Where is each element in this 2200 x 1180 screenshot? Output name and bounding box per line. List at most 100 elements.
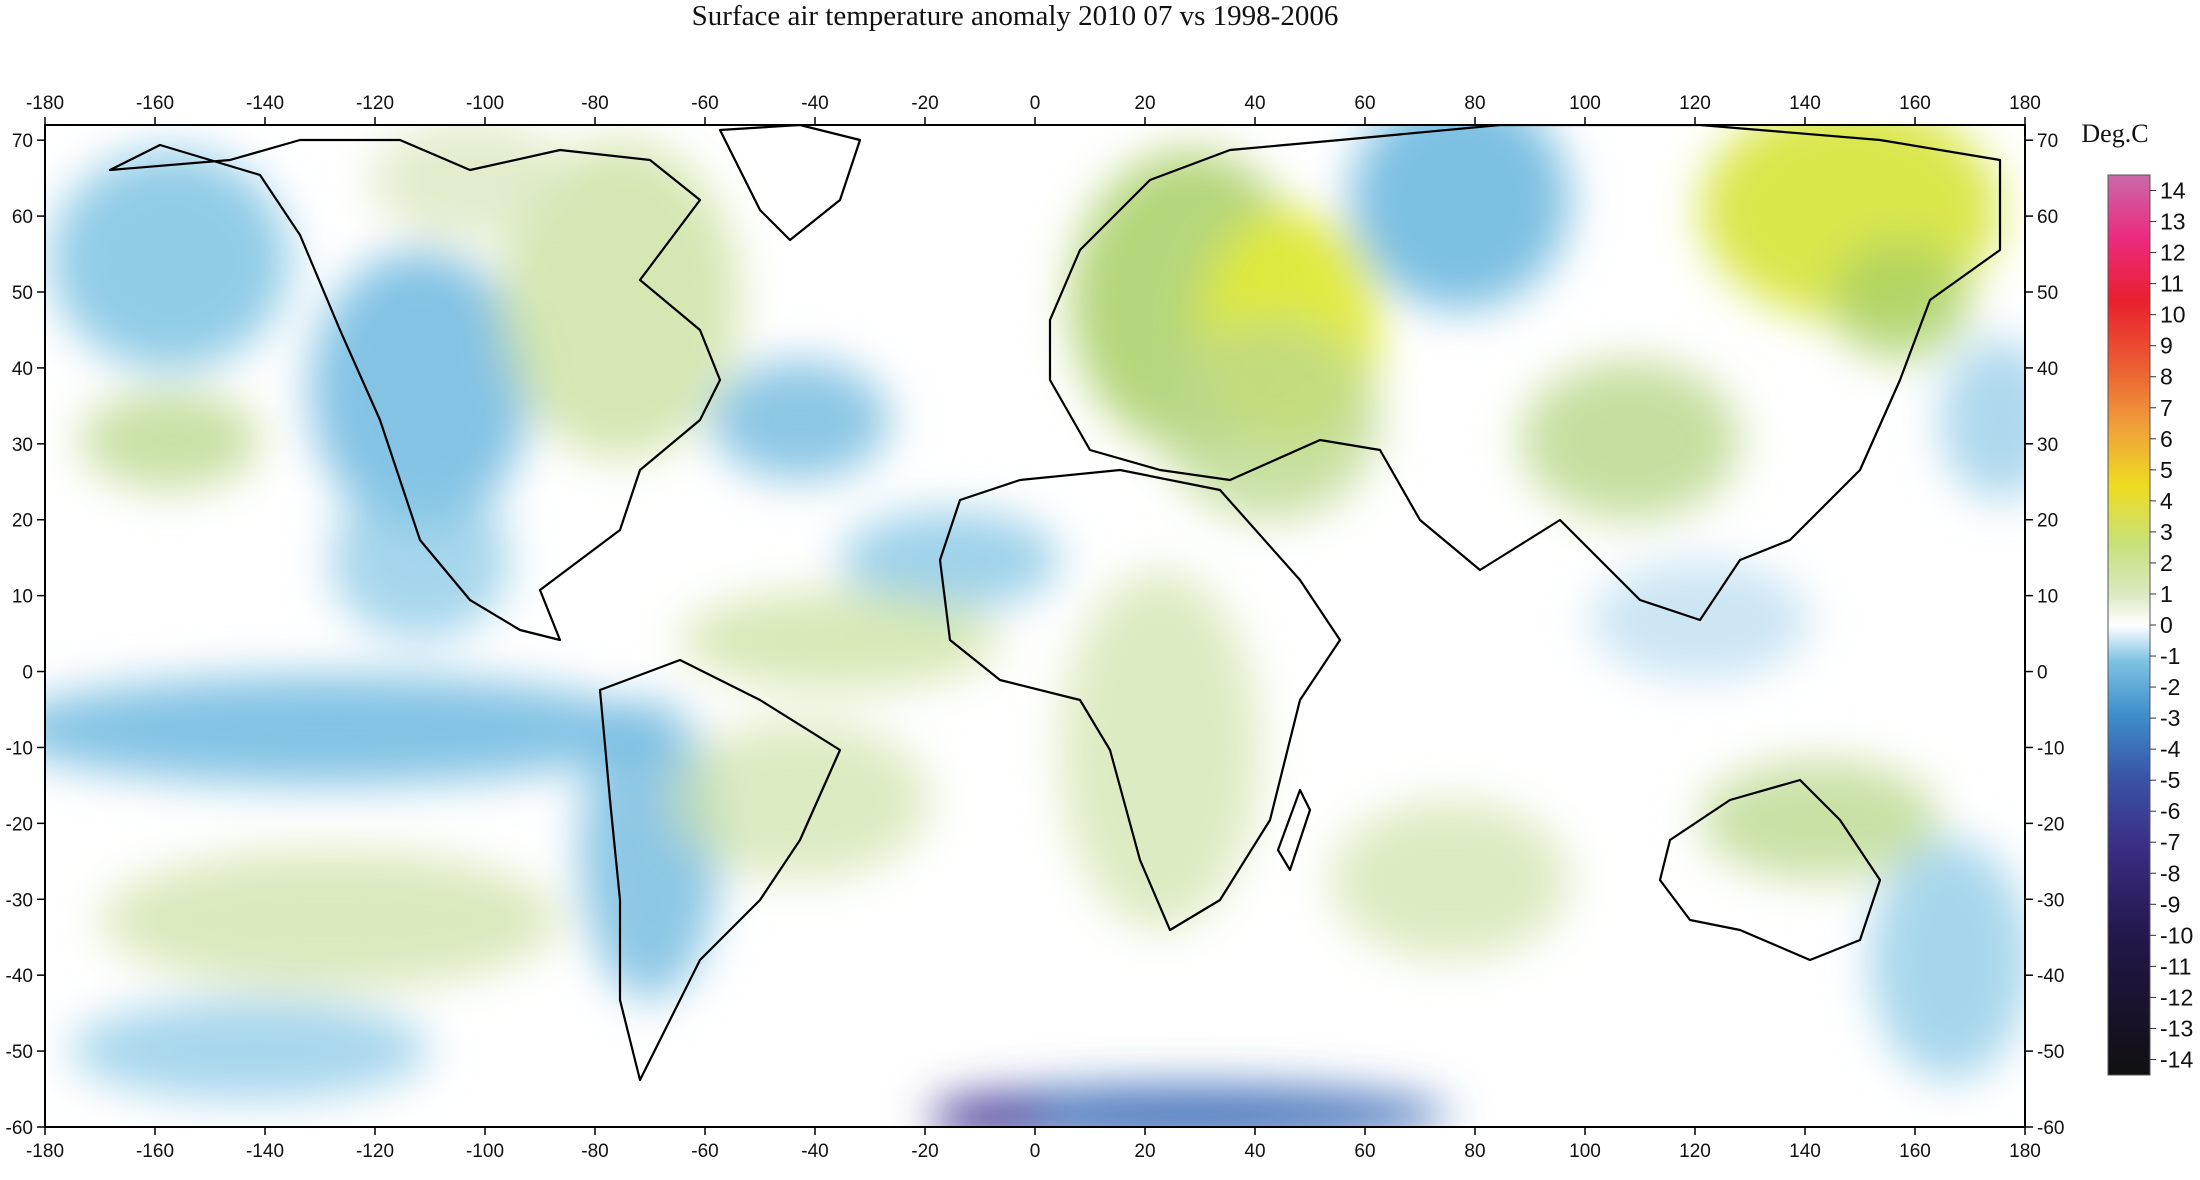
lon-tick-label-top: -80 bbox=[581, 93, 608, 114]
colorbar-label: 13 bbox=[2160, 209, 2186, 235]
lat-tick-label-left: 60 bbox=[12, 207, 33, 228]
anomaly-blob bbox=[310, 250, 530, 530]
south-america-outline bbox=[598, 658, 842, 1082]
colorbar-label: 5 bbox=[2160, 457, 2173, 483]
coastlines bbox=[108, 125, 2002, 1082]
lon-tick-label-bottom: -20 bbox=[911, 1141, 938, 1162]
colorbar-label: 0 bbox=[2160, 612, 2173, 638]
lon-tick-label-top: 180 bbox=[2009, 93, 2041, 114]
anomaly-blob bbox=[930, 1085, 1450, 1127]
lat-tick-label-right: 40 bbox=[2037, 359, 2058, 380]
lat-tick-label-left: -50 bbox=[6, 1042, 33, 1063]
lon-tick-label-top: 20 bbox=[1134, 93, 1155, 114]
lon-tick-label-bottom: 80 bbox=[1464, 1141, 1485, 1162]
lon-tick-label-top: -120 bbox=[356, 93, 394, 114]
lat-tick-label-right: -50 bbox=[2037, 1042, 2064, 1063]
colorbar-label: -8 bbox=[2160, 860, 2180, 886]
lat-tick-label-left: -60 bbox=[6, 1118, 33, 1139]
anomaly-blob bbox=[670, 720, 930, 880]
lat-tick-label-right: -20 bbox=[2037, 814, 2064, 835]
colorbar-title: Deg.C bbox=[2081, 119, 2148, 148]
lat-ticks-left: 70 60 50 40 30 20 10 0 -10 -20 -30 -40 -50 -60 bbox=[6, 131, 45, 1139]
colorbar-label: -5 bbox=[2160, 767, 2180, 793]
lon-tick-label-bottom: 0 bbox=[1030, 1141, 1041, 1162]
lon-tick-label-top: -160 bbox=[136, 93, 174, 114]
colorbar-gradient bbox=[2107, 174, 2151, 1076]
colorbar-label: -4 bbox=[2160, 736, 2181, 762]
chart-title: Surface air temperature anomaly 2010 07 … bbox=[691, 0, 1339, 32]
eurasia-outline bbox=[1048, 125, 2002, 622]
colorbar-label: -13 bbox=[2160, 1015, 2193, 1041]
colorbar-label: 4 bbox=[2160, 488, 2173, 514]
colorbar-label: 1 bbox=[2160, 581, 2173, 607]
lon-ticks-top: -180 -160 -140 -120 -100 -80 -60 -40 -20 0 20 40 60 8… bbox=[26, 93, 2041, 125]
anomaly-blob bbox=[1830, 240, 1970, 360]
lon-tick-label-top: 160 bbox=[1899, 93, 1931, 114]
colorbar-label: -7 bbox=[2160, 829, 2180, 855]
lat-tick-label-right: 60 bbox=[2037, 207, 2058, 228]
lon-tick-label-top: -100 bbox=[466, 93, 504, 114]
lat-tick-label-right: 10 bbox=[2037, 587, 2058, 608]
lon-tick-label-bottom: -80 bbox=[581, 1141, 608, 1162]
lat-tick-label-right: 30 bbox=[2037, 435, 2058, 456]
colorbar-label: 6 bbox=[2160, 426, 2173, 452]
anomaly-blob bbox=[1350, 125, 1570, 310]
lon-tick-label-top: 120 bbox=[1679, 93, 1711, 114]
madagascar-outline bbox=[1276, 788, 1312, 872]
lat-tick-label-left: 10 bbox=[12, 587, 33, 608]
lon-tick-label-top: 0 bbox=[1030, 93, 1041, 114]
lat-tick-label-left: 50 bbox=[12, 283, 33, 304]
lat-tick-label-left: 70 bbox=[12, 131, 33, 152]
lat-tick-label-right: -10 bbox=[2037, 738, 2064, 759]
lon-tick-label-bottom: -100 bbox=[466, 1141, 504, 1162]
lat-tick-label-left: -40 bbox=[6, 966, 33, 987]
colorbar-label: -2 bbox=[2160, 674, 2180, 700]
lat-tick-label-left: 0 bbox=[22, 663, 33, 684]
anomaly-blob bbox=[370, 125, 570, 240]
lat-tick-label-left: -20 bbox=[6, 814, 33, 835]
anomaly-blob bbox=[45, 675, 660, 785]
anomaly-blob bbox=[1330, 800, 1570, 960]
anomaly-blob bbox=[500, 140, 740, 460]
colorbar-label: 7 bbox=[2160, 395, 2173, 421]
anomaly-blob bbox=[330, 480, 510, 640]
lon-tick-label-top: 40 bbox=[1244, 93, 1265, 114]
colorbar-label: 9 bbox=[2160, 333, 2173, 359]
colorbar-label: -3 bbox=[2160, 705, 2180, 731]
anomaly-blob bbox=[100, 850, 560, 990]
lon-tick-label-bottom: -120 bbox=[356, 1141, 394, 1162]
anomaly-blob bbox=[1160, 320, 1380, 520]
lon-tick-label-bottom: -160 bbox=[136, 1141, 174, 1162]
lat-tick-label-left: -30 bbox=[6, 890, 33, 911]
colorbar-label: -11 bbox=[2160, 953, 2192, 979]
anomaly-blob bbox=[80, 390, 260, 490]
lon-tick-label-bottom: -180 bbox=[26, 1141, 64, 1162]
anomaly-blob bbox=[1940, 340, 2025, 500]
lon-tick-label-bottom: 40 bbox=[1244, 1141, 1265, 1162]
lat-tick-label-left: 40 bbox=[12, 359, 33, 380]
anomaly-blob bbox=[50, 150, 290, 370]
lon-tick-label-top: 60 bbox=[1354, 93, 1375, 114]
australia-outline bbox=[1658, 778, 1882, 962]
colorbar-label: -10 bbox=[2160, 922, 2193, 948]
anomaly-blob bbox=[1520, 360, 1740, 520]
colorbar-label: 11 bbox=[2160, 271, 2184, 297]
lon-tick-label-top: -20 bbox=[911, 93, 938, 114]
lat-tick-label-right: -60 bbox=[2037, 1118, 2064, 1139]
lon-tick-label-top: 140 bbox=[1789, 93, 1821, 114]
colorbar-label: -1 bbox=[2160, 643, 2180, 669]
lat-tick-label-right: -30 bbox=[2037, 890, 2064, 911]
lat-tick-label-right: 50 bbox=[2037, 283, 2058, 304]
lon-tick-label-top: -140 bbox=[246, 93, 284, 114]
anomaly-blob bbox=[1060, 570, 1260, 930]
lon-tick-label-bottom: -60 bbox=[691, 1141, 718, 1162]
anomaly-blob bbox=[710, 360, 890, 480]
anomaly-blob bbox=[680, 590, 1000, 690]
lon-tick-label-top: 100 bbox=[1569, 93, 1601, 114]
anomaly-blob bbox=[70, 1000, 430, 1100]
colorbar-label: -6 bbox=[2160, 798, 2180, 824]
colorbar-label: 14 bbox=[2160, 178, 2186, 204]
colorbar-label: 12 bbox=[2160, 240, 2186, 266]
lon-tick-label-top: -60 bbox=[691, 93, 718, 114]
